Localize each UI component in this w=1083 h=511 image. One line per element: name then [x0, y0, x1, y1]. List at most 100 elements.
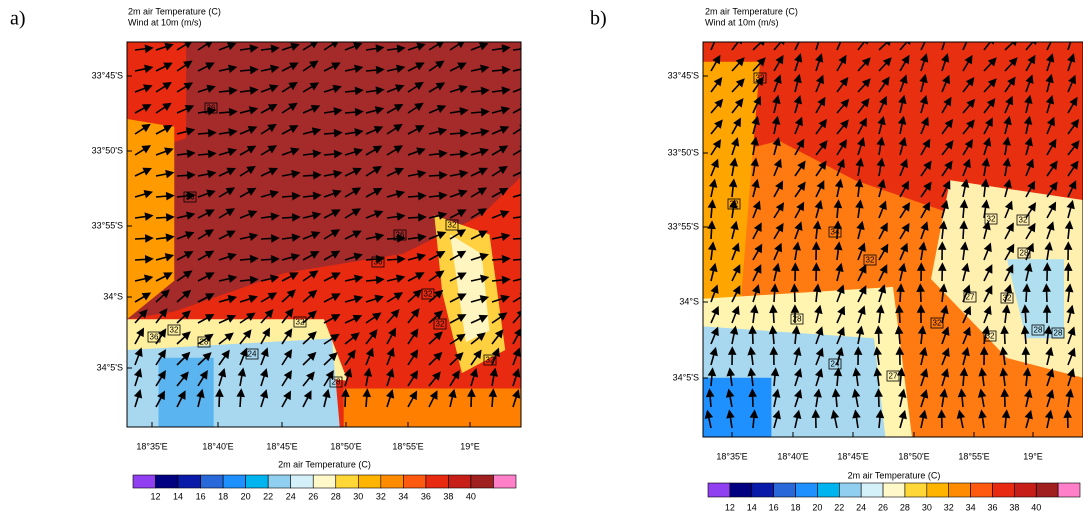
wind-arrow [155, 125, 173, 135]
wind-arrow [365, 145, 383, 156]
wind-arrow [512, 347, 521, 366]
wind-arrow [709, 346, 718, 366]
colorbar-label: 34 [398, 491, 408, 501]
wind-arrow [323, 293, 341, 303]
wind-arrow [176, 82, 194, 93]
colorbar-box [312, 474, 337, 489]
wind-arrow [731, 42, 743, 51]
map-title: 2m air Temperature (C) [128, 6, 221, 16]
contour-label-box [828, 358, 842, 370]
lat-label: 34°5'S [97, 362, 123, 372]
wind-arrow [1004, 200, 1013, 219]
wind-arrow [1021, 346, 1031, 366]
wind-arrow [730, 220, 739, 240]
wind-arrow [259, 389, 269, 408]
wind-arrow [428, 82, 446, 93]
wind-arrow [916, 283, 925, 303]
colorbar-box [817, 482, 840, 498]
colorbar-box [970, 482, 993, 498]
wind-arrow [512, 68, 521, 72]
wind-arrow [941, 42, 946, 51]
wind-arrow [853, 346, 863, 366]
colorbar-box [795, 482, 818, 498]
wind-arrow [1022, 367, 1032, 387]
wind-arrow [428, 105, 447, 114]
wind-arrow [1024, 94, 1033, 114]
wind-arrow [710, 98, 724, 114]
wind-arrow [1004, 95, 1014, 114]
wind-arrow [878, 243, 889, 261]
wind-arrow [512, 278, 521, 282]
wind-arrow [920, 368, 929, 387]
wind-arrow [728, 178, 738, 198]
wind-arrow [729, 157, 738, 177]
wind-arrow [960, 178, 970, 198]
wind-arrow [769, 346, 779, 366]
wind-arrow [155, 213, 175, 222]
wind-arrow [386, 190, 406, 199]
colorbar-label: 36 [987, 502, 997, 511]
wind-arrow [134, 212, 154, 221]
wind-arrow [1044, 241, 1053, 261]
wind-arrow [983, 78, 997, 93]
wind-arrow [814, 368, 824, 387]
wind-arrow [176, 251, 194, 261]
colorbar-box [493, 474, 517, 489]
wind-arrow [512, 368, 521, 387]
wind-arrow [1025, 180, 1036, 198]
wind-arrow [197, 272, 215, 282]
wind-arrow [836, 119, 849, 135]
wind-arrow [155, 81, 172, 93]
colorbar-box [948, 482, 971, 498]
wind-arrow [941, 118, 954, 135]
wind-arrow [239, 210, 258, 219]
wind-arrow [794, 53, 803, 72]
wind-arrow [897, 115, 907, 135]
contour-label-box [204, 102, 218, 114]
wind-arrow [323, 333, 340, 345]
wind-arrow [792, 241, 801, 261]
wind-arrow [977, 388, 987, 408]
wind-arrow [218, 107, 238, 117]
wind-arrow [836, 139, 847, 156]
colorbar-label: 38 [1009, 502, 1019, 511]
wind-arrow [962, 119, 975, 135]
wind-arrow [815, 160, 827, 177]
wind-arrow [710, 139, 722, 156]
wind-arrow [899, 74, 908, 93]
contour-label: 24 [248, 350, 257, 359]
wind-arrow [1067, 53, 1076, 72]
wind-arrow [239, 165, 256, 177]
wind-arrow [323, 128, 343, 138]
wind-arrow [344, 128, 364, 137]
wind-arrow [920, 181, 932, 198]
contour-label: 32 [1003, 294, 1012, 303]
lon-label: 18°35'E [136, 441, 167, 451]
colorbar-label: 34 [966, 502, 976, 511]
wind-arrow [999, 367, 1009, 387]
wind-arrow [1004, 243, 1015, 261]
wind-arrow [941, 53, 950, 72]
wind-arrow [344, 86, 364, 96]
wind-arrow [281, 308, 294, 324]
contour-label-box [293, 316, 307, 328]
wind-arrow [983, 305, 992, 324]
wind-arrow [365, 86, 385, 95]
wind-arrow [260, 292, 278, 303]
wind-arrow [811, 409, 821, 429]
wind-arrow [960, 241, 969, 261]
wind-arrow [323, 250, 341, 261]
colorbar-label: 22 [834, 502, 844, 511]
temperature-region [1007, 259, 1064, 339]
wind-arrow [470, 230, 488, 240]
wind-arrow [155, 390, 166, 408]
wind-arrow [428, 270, 445, 282]
wind-arrow [875, 409, 885, 429]
wind-arrow [134, 234, 154, 243]
colorbar-label: 16 [769, 502, 779, 511]
wind-arrow [1067, 118, 1080, 135]
wind-arrow [218, 349, 230, 366]
wind-arrow [512, 328, 521, 345]
wind-arrow [878, 264, 888, 282]
wind-arrow [491, 294, 510, 303]
